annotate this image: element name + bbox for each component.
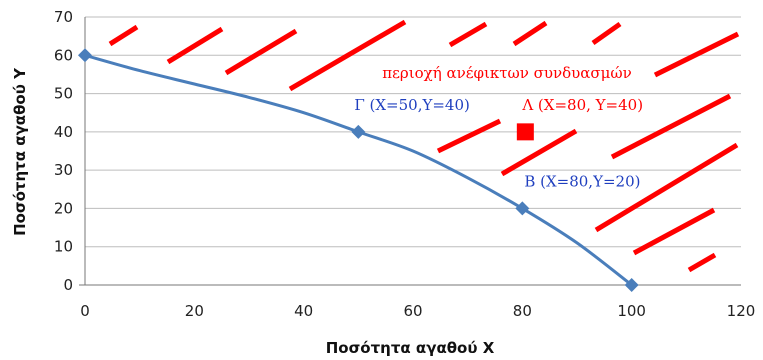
y-tick-label: 30 (54, 161, 73, 179)
x-tick-label: 120 (727, 302, 756, 320)
infeasible-region-label: περιοχή ανέφικτων συνδυασμών (382, 64, 632, 82)
y-axis-title: Ποσότητα αγαθού Y (11, 67, 29, 236)
point-label: Γ (X=50,Y=40) (354, 96, 470, 114)
hatch-stroke (108, 24, 139, 47)
hatch-stroke (448, 21, 488, 48)
infeasible-region-hatching (108, 19, 740, 273)
hatch-stroke (500, 128, 578, 177)
y-tick-label: 10 (54, 238, 73, 256)
hatch-stroke (288, 19, 407, 92)
hatch-stroke (687, 252, 717, 273)
point-marker (515, 201, 530, 216)
hatch-stroke (166, 26, 224, 65)
x-tick-label: 0 (80, 302, 90, 320)
point-label: Β (X=80,Y=20) (524, 172, 640, 190)
hatch-stroke (653, 31, 740, 78)
grid-lines (85, 16, 741, 248)
hatch-stroke (436, 118, 502, 154)
data-markers (78, 48, 639, 292)
y-tick-label: 60 (54, 46, 73, 64)
point-marker (624, 278, 639, 292)
point-label: Λ (X=80, Y=40) (521, 96, 643, 114)
hatch-stroke (610, 93, 732, 160)
x-tick-label: 100 (617, 302, 646, 320)
tick-labels: 0 10 20 30 40 50 60 70 0 20 40 60 80 100 120 (54, 8, 755, 320)
y-tick-label: 70 (54, 8, 73, 26)
hatch-stroke (594, 142, 739, 233)
y-tick-label: 50 (54, 85, 73, 103)
y-tick-label: 20 (54, 199, 73, 217)
hatch-stroke (224, 28, 298, 76)
x-axis-title: Ποσότητα αγαθού X (326, 339, 495, 357)
y-tick-label: 0 (63, 276, 73, 294)
point-marker (78, 48, 92, 63)
x-tick-label: 40 (294, 302, 313, 320)
hatch-stroke (632, 207, 716, 256)
y-tick-label: 40 (54, 123, 73, 141)
point-marker (351, 124, 366, 139)
x-tick-label: 60 (403, 302, 422, 320)
point-marker-square (516, 123, 534, 141)
hatch-stroke (591, 21, 622, 46)
hatch-stroke (512, 20, 548, 47)
point-annotations: Γ (X=50,Y=40) Β (X=80,Y=20) Λ (X=80, Y=40) (354, 96, 643, 191)
x-tick-label: 80 (513, 302, 532, 320)
x-tick-label: 20 (185, 302, 204, 320)
